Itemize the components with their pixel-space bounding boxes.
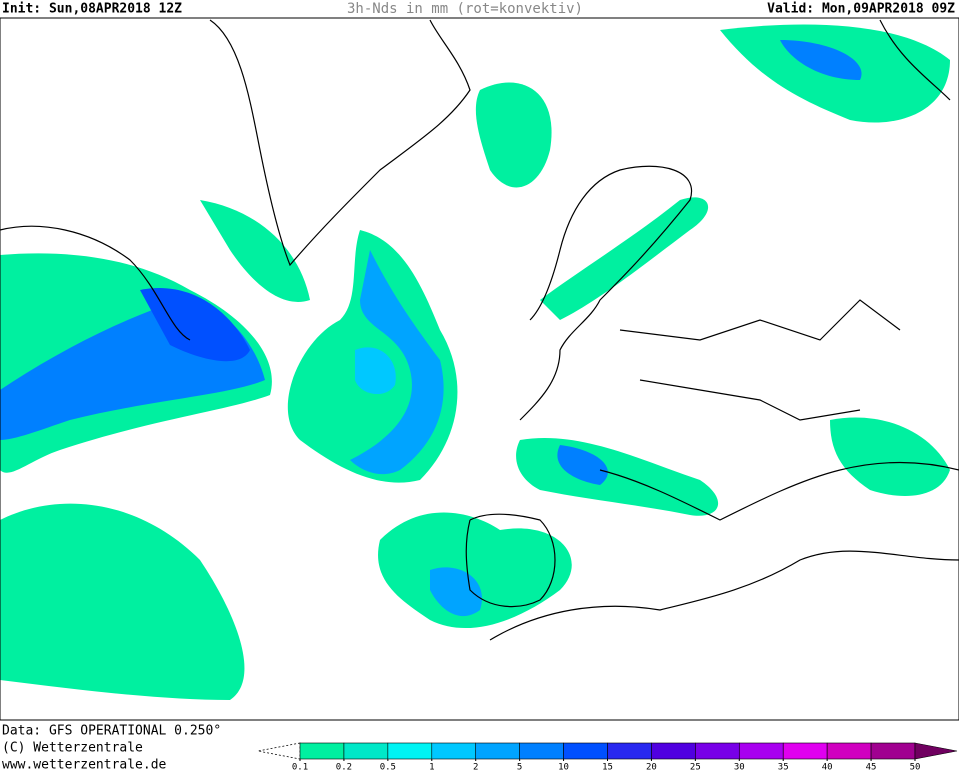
coastlines [0, 19, 959, 641]
legend-tick-label: 15 [602, 763, 613, 770]
legend-swatch [651, 742, 696, 760]
legend: 0.1 0.2 0.5 1 2 5 10 15 20 25 30 35 40 45 50 [257, 742, 958, 770]
legend-swatch [607, 742, 652, 760]
legend-swatch [299, 742, 345, 760]
legend-tick-label: 1 [429, 763, 434, 770]
legend-swatch [738, 742, 784, 760]
legend-swatch [826, 742, 872, 760]
legend-swatch [870, 742, 916, 760]
data-source: Data: GFS OPERATIONAL 0.250° [2, 724, 221, 739]
legend-high-triangle [914, 742, 958, 760]
legend-tick-label: 10 [558, 763, 569, 770]
legend-swatch [563, 742, 608, 760]
map-frame [0, 17, 959, 721]
legend-tick-label: 0.5 [380, 763, 396, 770]
legend-tick-label: 40 [822, 763, 833, 770]
legend-swatch [475, 742, 520, 760]
map-title: 3h-Nds in mm (rot=konvektiv) [347, 1, 583, 17]
copyright: (C) Wetterzentrale [2, 741, 143, 756]
legend-swatch [431, 742, 477, 760]
legend-tick-label: 2 [473, 763, 478, 770]
website: www.wetterzentrale.de [2, 758, 167, 770]
legend-tick-label: 0.2 [336, 763, 352, 770]
init-time: Init: Sun,08APR2018 12Z [2, 2, 182, 17]
legend-tick-label: 30 [734, 763, 745, 770]
legend-tick-label: 45 [866, 763, 877, 770]
legend-swatch [782, 742, 828, 760]
legend-swatch [387, 742, 433, 760]
legend-tick-label: 0.1 [292, 763, 308, 770]
legend-swatch [695, 742, 740, 760]
legend-swatch [343, 742, 389, 760]
legend-tick-label: 25 [690, 763, 701, 770]
valid-time: Valid: Mon,09APR2018 09Z [767, 2, 955, 17]
legend-tick-label: 50 [910, 763, 921, 770]
legend-tick-label: 5 [517, 763, 522, 770]
legend-tick-label: 20 [646, 763, 657, 770]
legend-swatch [519, 742, 564, 760]
legend-tick-label: 35 [778, 763, 789, 770]
